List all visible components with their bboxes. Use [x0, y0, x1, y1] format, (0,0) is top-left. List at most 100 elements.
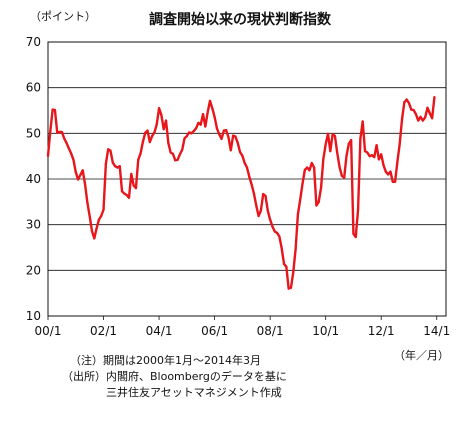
data-point	[271, 225, 274, 228]
data-point	[287, 287, 290, 290]
data-point	[190, 132, 193, 135]
data-point	[241, 154, 244, 157]
data-point	[259, 209, 262, 212]
data-point	[134, 187, 138, 190]
data-point	[51, 108, 54, 111]
data-point	[282, 262, 286, 266]
data-point	[167, 141, 170, 145]
data-point	[308, 169, 311, 172]
data-point	[58, 130, 61, 134]
data-point	[421, 119, 424, 122]
data-point	[97, 218, 101, 221]
data-point	[431, 117, 434, 120]
data-point	[118, 165, 121, 168]
data-point	[225, 129, 228, 132]
data-point	[248, 175, 251, 178]
x-tick-label: 08/1	[257, 324, 284, 338]
data-point	[234, 135, 237, 138]
data-point	[111, 161, 114, 164]
data-point	[90, 229, 94, 233]
y-tick-label: 30	[26, 218, 41, 232]
data-point	[363, 150, 367, 153]
note-period: （注）期間は2000年1月～2014年3月	[70, 354, 261, 367]
data-point	[206, 111, 209, 114]
data-point	[162, 128, 165, 131]
data-point	[53, 108, 57, 112]
data-point	[252, 192, 256, 195]
gridlines	[48, 87, 446, 271]
data-point	[211, 107, 214, 110]
data-point	[403, 101, 406, 104]
data-point	[345, 154, 348, 157]
note-author: 三井住友アセットマネジメント作成	[106, 386, 282, 399]
data-point	[229, 149, 232, 152]
data-point	[188, 131, 191, 134]
data-point	[354, 235, 357, 239]
data-point	[199, 123, 202, 126]
data-point	[315, 204, 318, 207]
data-point	[215, 127, 219, 130]
data-point	[299, 198, 302, 201]
data-point	[74, 171, 77, 174]
data-point	[120, 190, 124, 193]
data-point	[83, 182, 87, 186]
data-point	[366, 151, 369, 154]
data-point	[100, 214, 103, 218]
x-tick-label: 02/1	[90, 324, 117, 338]
data-point	[67, 147, 70, 150]
data-point	[102, 208, 105, 211]
data-point	[310, 161, 313, 165]
data-point	[433, 96, 436, 99]
data-point	[313, 166, 316, 169]
data-point	[218, 133, 221, 136]
data-point	[139, 152, 142, 155]
data-point	[201, 113, 205, 116]
data-point	[292, 271, 295, 274]
data-point	[81, 169, 84, 172]
data-point	[93, 237, 96, 240]
data-point	[278, 235, 281, 238]
data-point	[426, 106, 429, 109]
data-point	[169, 151, 172, 154]
data-point	[319, 186, 323, 189]
data-point	[132, 184, 135, 187]
x-tick-label: 00/1	[35, 324, 62, 338]
data-point	[153, 131, 156, 134]
data-point	[141, 140, 144, 144]
data-point	[336, 151, 339, 155]
data-point	[70, 152, 73, 155]
data-point	[400, 118, 404, 121]
data-point	[144, 131, 147, 134]
data-point	[107, 148, 110, 151]
data-point	[72, 158, 75, 161]
data-point	[185, 134, 188, 138]
x-tick-label: 04/1	[146, 324, 173, 338]
y-tick-label: 60	[26, 81, 41, 95]
data-point	[79, 173, 82, 176]
data-point	[340, 174, 343, 177]
data-point	[250, 183, 253, 186]
data-point	[243, 161, 246, 165]
data-point	[368, 155, 371, 158]
data-point	[146, 129, 149, 132]
y-tick-label: 20	[26, 263, 41, 277]
data-point	[370, 154, 374, 157]
data-point	[393, 180, 397, 183]
data-point	[236, 141, 239, 145]
data-point	[306, 166, 309, 169]
data-point	[197, 121, 200, 124]
data-point	[412, 108, 415, 112]
data-point	[326, 132, 330, 135]
data-point	[176, 158, 179, 161]
data-point	[333, 134, 337, 138]
data-point	[350, 139, 353, 142]
data-point	[338, 166, 341, 169]
data-point	[116, 166, 119, 169]
data-point	[384, 170, 387, 173]
data-point	[86, 201, 89, 204]
x-tick-labels: 00/1 02/1 04/1 06/1 08/1 10/1 12/1 14/1	[35, 316, 450, 338]
data-point	[352, 232, 355, 235]
data-point	[114, 165, 117, 168]
data-point	[49, 129, 52, 133]
